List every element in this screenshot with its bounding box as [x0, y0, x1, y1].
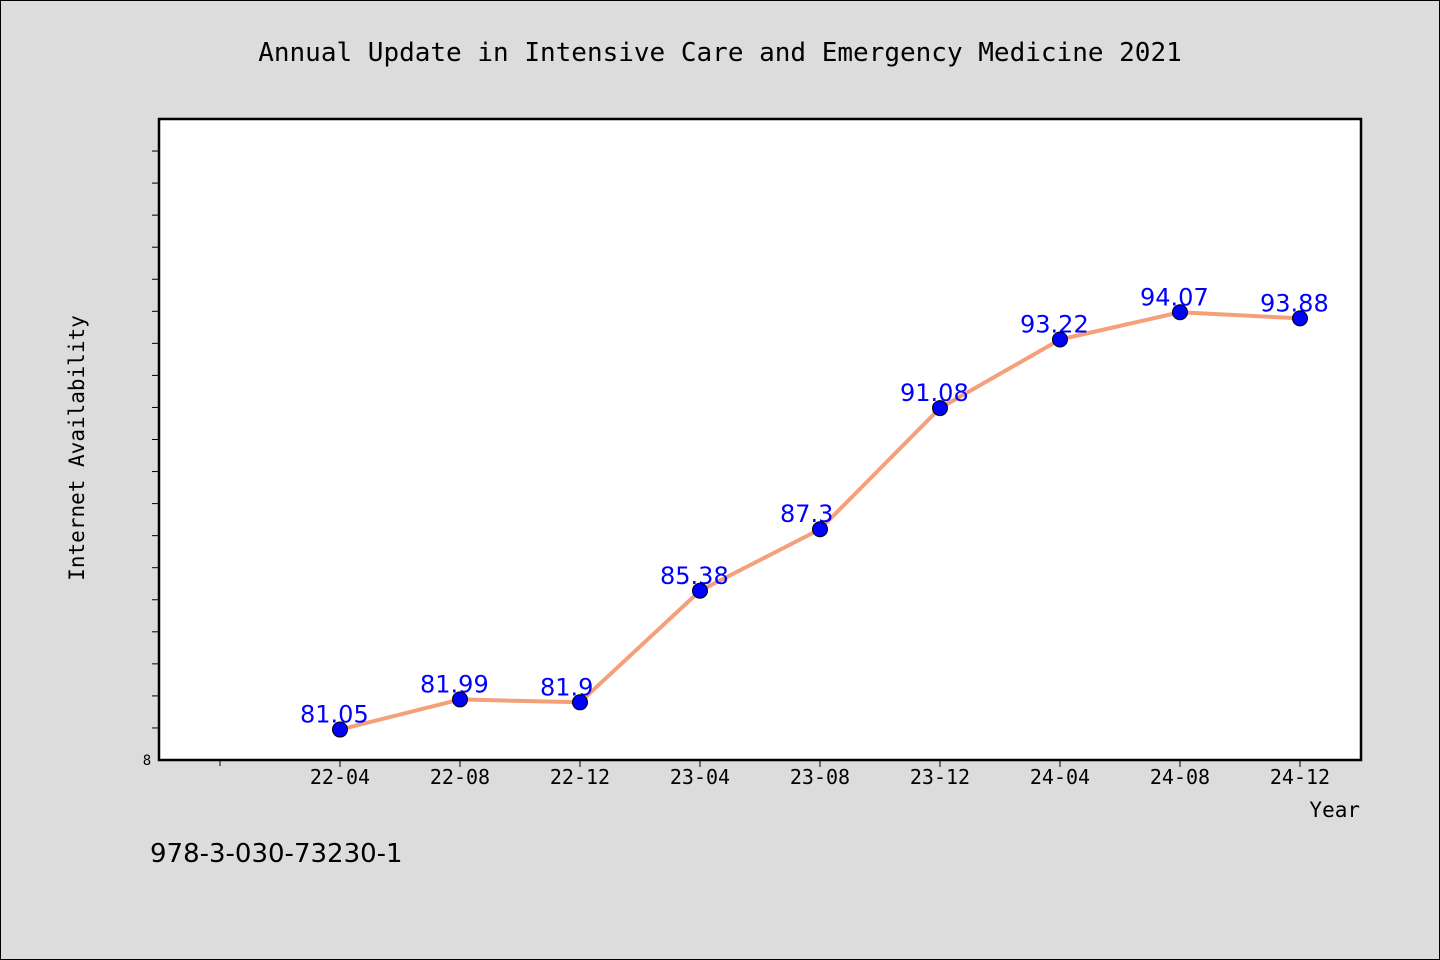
- data-point: [692, 582, 708, 599]
- y-axis-label: Internet Availability: [65, 315, 89, 581]
- x-tick-label: 22-04: [310, 765, 370, 789]
- footer-isbn: 978-3-030-73230-1: [150, 839, 403, 869]
- data-point: [1172, 304, 1188, 321]
- x-tick-label: 24-12: [1270, 765, 1330, 789]
- x-tick-label: 24-08: [1150, 765, 1210, 789]
- data-point: [1292, 310, 1308, 327]
- x-tick-label: 22-08: [430, 765, 490, 789]
- data-point: [1052, 331, 1068, 348]
- x-tick-label: 23-04: [670, 765, 730, 789]
- x-tick-label: 22-12: [550, 765, 610, 789]
- plot-area: [157, 117, 1363, 762]
- data-point: [572, 694, 588, 711]
- data-point: [332, 721, 348, 738]
- y-axis-ticks: [152, 150, 159, 729]
- x-tick-label: 23-12: [910, 765, 970, 789]
- data-point: [452, 691, 468, 708]
- data-point: [932, 400, 948, 417]
- x-axis-label: Year: [1309, 798, 1360, 822]
- y-origin-label: 8: [143, 753, 151, 769]
- x-tick-label: 24-04: [1030, 765, 1090, 789]
- chart-title: Annual Update in Intensive Care and Emer…: [258, 38, 1182, 68]
- x-axis-ticks: 22-04 22-08 22-12 23-04 23-08 23-12 24-04 24-08…: [219, 760, 1330, 789]
- x-tick-label: 23-08: [790, 765, 850, 789]
- data-point: [812, 521, 828, 538]
